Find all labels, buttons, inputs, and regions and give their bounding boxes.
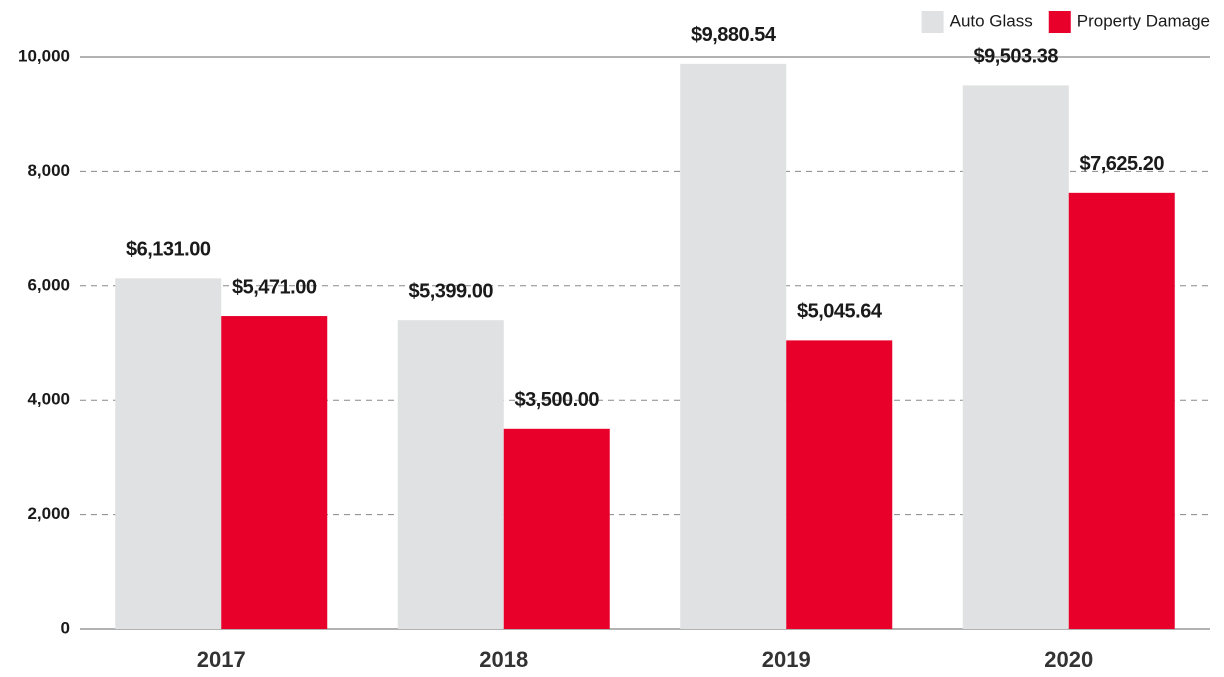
bar bbox=[221, 316, 328, 629]
value-label: $5,471.00 bbox=[232, 276, 317, 298]
y-tick-label: 0 bbox=[61, 618, 70, 637]
y-tick-label: 2,000 bbox=[27, 504, 70, 523]
value-label: $5,399.00 bbox=[409, 280, 494, 302]
legend-swatch bbox=[1048, 11, 1071, 33]
bar bbox=[1068, 192, 1175, 629]
y-tick-label: 8,000 bbox=[27, 161, 70, 180]
value-label: $7,625.20 bbox=[1080, 153, 1165, 175]
legend-swatch bbox=[921, 11, 944, 33]
value-label: $5,045.64 bbox=[797, 301, 883, 323]
bar bbox=[503, 428, 610, 629]
bar bbox=[962, 85, 1069, 629]
value-label: $6,131.00 bbox=[126, 239, 211, 261]
x-tick-label: 2020 bbox=[1044, 647, 1093, 672]
value-label: $3,500.00 bbox=[515, 389, 600, 411]
y-tick-label: 4,000 bbox=[27, 390, 70, 409]
x-tick-label: 2018 bbox=[479, 647, 528, 672]
bar bbox=[115, 278, 222, 629]
legend-label: Property Damage bbox=[1077, 11, 1210, 30]
y-tick-label: 6,000 bbox=[27, 275, 70, 294]
value-label: $9,880.54 bbox=[691, 24, 777, 46]
y-tick-label: 10,000 bbox=[18, 46, 70, 65]
bar bbox=[786, 340, 893, 629]
value-label: $9,503.38 bbox=[974, 46, 1059, 68]
bar bbox=[397, 320, 504, 629]
legend-label: Auto Glass bbox=[950, 11, 1033, 30]
bar bbox=[680, 63, 787, 629]
x-tick-label: 2017 bbox=[197, 647, 246, 672]
x-tick-label: 2019 bbox=[762, 647, 811, 672]
